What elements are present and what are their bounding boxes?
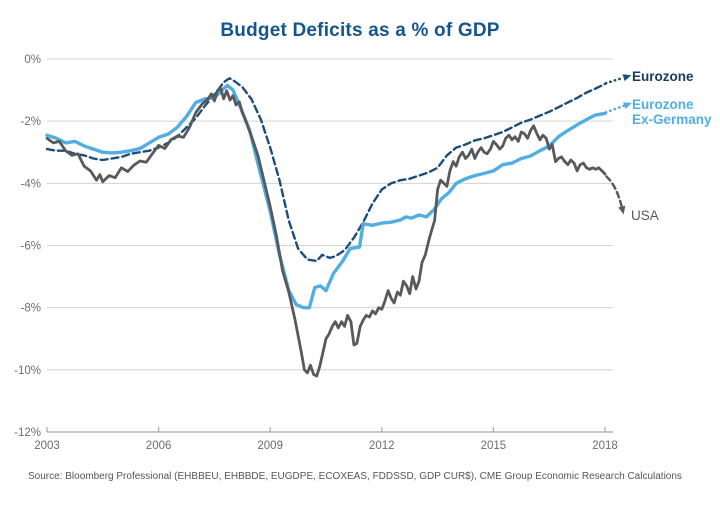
arrow-eurozone-ex-germany bbox=[604, 104, 626, 114]
series-line-eurozone-ex-germany bbox=[45, 83, 607, 310]
x-axis-tick-label: 2006 bbox=[146, 440, 172, 452]
arrow-usa bbox=[605, 175, 623, 208]
legend-label-eurozone-ex-germany-line2: Ex-Germany bbox=[632, 112, 712, 127]
arrowhead-eurozone-ex-germany bbox=[623, 102, 632, 110]
source-note: Source: Bloomberg Professional (EHBBEU, … bbox=[28, 471, 682, 482]
y-axis-tick-label: 0% bbox=[24, 54, 41, 66]
legend-label-eurozone-ex-germany-line1: Eurozone bbox=[632, 97, 694, 112]
y-axis-tick-label: -6% bbox=[21, 240, 41, 252]
x-axis-tick-label: 2003 bbox=[34, 440, 60, 452]
arrowhead-eurozone bbox=[622, 74, 632, 82]
series-line-usa bbox=[45, 87, 607, 378]
x-axis-tick-label: 2018 bbox=[592, 440, 618, 452]
x-axis-tick-label: 2012 bbox=[369, 440, 395, 452]
arrow-eurozone bbox=[604, 76, 625, 85]
x-axis-tick-label: 2015 bbox=[481, 440, 507, 452]
page-title: Budget Deficits as a % of GDP bbox=[220, 20, 500, 41]
y-axis-tick-label: -10% bbox=[14, 365, 41, 377]
y-axis-tick-label: -4% bbox=[21, 178, 41, 190]
series-line-eurozone bbox=[45, 77, 607, 263]
y-axis-tick-label: -8% bbox=[21, 303, 41, 315]
x-axis-tick-label: 2009 bbox=[257, 440, 283, 452]
legend-label-eurozone: Eurozone bbox=[632, 69, 694, 84]
y-axis-tick-label: -2% bbox=[21, 116, 41, 128]
legend-label-usa: USA bbox=[631, 208, 659, 223]
legend-label-eurozone-ex-germany: Eurozone Ex-Germany bbox=[632, 97, 712, 127]
y-axis-tick-label: -12% bbox=[14, 427, 41, 439]
arrowhead-usa bbox=[618, 205, 626, 215]
